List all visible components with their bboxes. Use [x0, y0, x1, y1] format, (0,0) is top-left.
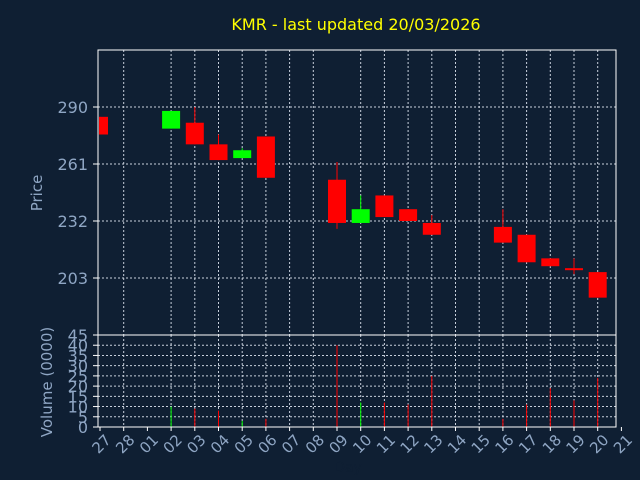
candle: [565, 258, 583, 275]
volume-tick-label: 10: [68, 398, 88, 417]
candle-body: [185, 122, 204, 145]
volume-axis-label: Volume (0000): [38, 327, 56, 437]
volume-tick-label: 40: [68, 336, 88, 355]
candle-body: [233, 150, 252, 159]
price-panel: 203 232 261 290 Price: [28, 49, 617, 336]
candle-body: [588, 272, 607, 298]
volume-tick-label: 5: [78, 408, 88, 427]
price-tick-label: 203: [57, 269, 88, 288]
candle-body: [328, 179, 346, 223]
candle: [233, 148, 252, 159]
candle-body: [256, 136, 275, 178]
volume-tick-label: 45: [68, 326, 88, 345]
candle-body: [422, 222, 441, 235]
candle: [209, 134, 228, 161]
candle: [375, 195, 394, 218]
candle-body: [375, 195, 394, 218]
chart-title: KMR - last updated 20/03/2026: [231, 15, 480, 34]
candle: [351, 195, 370, 223]
candle: [256, 136, 275, 178]
volume-tick-label: 15: [68, 387, 88, 406]
volume-tick-label: 35: [68, 346, 88, 365]
candle: [328, 162, 346, 229]
volume-tick-label: 0: [78, 418, 88, 437]
candle: [162, 110, 181, 129]
price-tick-label: 290: [57, 98, 88, 117]
volume-tick-label: 25: [68, 367, 88, 386]
price-axis-label: Price: [28, 175, 46, 212]
price-tick-label: 261: [57, 155, 88, 174]
candle: [99, 116, 108, 135]
candle-body: [162, 110, 181, 129]
candle: [541, 258, 560, 267]
price-tick-label: 232: [57, 212, 88, 231]
volume-tick-label: 20: [68, 377, 88, 396]
candle-body: [517, 234, 536, 263]
candle-body: [209, 144, 228, 161]
candle: [422, 215, 441, 235]
volume-tick-label: 30: [68, 357, 88, 376]
candle-body: [399, 209, 418, 221]
x-axis-label: Day: [334, 460, 362, 476]
candle-body: [541, 258, 560, 267]
candle: [517, 234, 536, 263]
candle-body: [493, 226, 512, 243]
candle-body: [99, 116, 108, 135]
candle: [588, 272, 607, 298]
candle-body: [351, 209, 370, 223]
candle: [185, 107, 204, 145]
candle: [493, 209, 512, 243]
candle: [399, 209, 418, 221]
volume-panel-frame: [97, 334, 617, 428]
candle-body: [565, 268, 583, 271]
